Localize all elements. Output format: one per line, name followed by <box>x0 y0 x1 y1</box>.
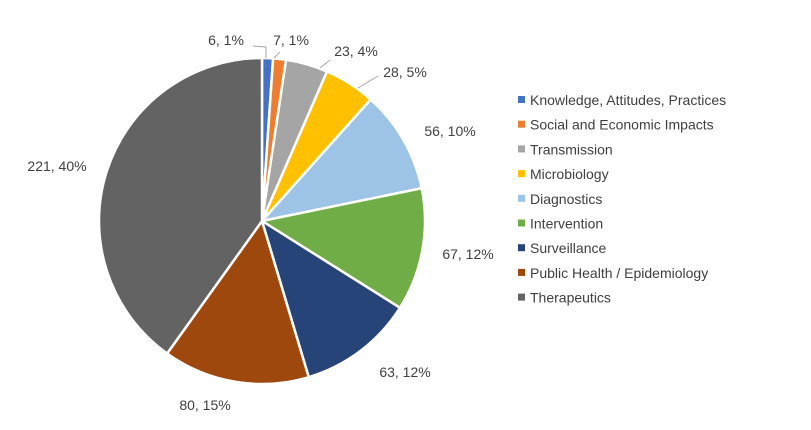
pie-slices <box>97 56 427 386</box>
legend-item-diagnostics: Diagnostics <box>518 191 602 207</box>
legend-label-public-health-epidemiology: Public Health / Epidemiology <box>530 265 708 281</box>
legend-label-diagnostics: Diagnostics <box>530 191 602 207</box>
legend-label-transmission: Transmission <box>530 141 613 157</box>
data-label-transmission: 23, 4% <box>334 43 378 59</box>
legend-swatch-therapeutics <box>518 293 525 301</box>
legend-item-surveillance: Surveillance <box>518 240 606 256</box>
legend-item-transmission: Transmission <box>518 141 613 157</box>
legend-label-microbiology: Microbiology <box>530 166 609 182</box>
pie-slice-therapeutics <box>97 56 264 355</box>
legend-item-therapeutics: Therapeutics <box>518 290 611 306</box>
data-label-surveillance: 63, 12% <box>379 364 430 380</box>
legend-label-therapeutics: Therapeutics <box>530 290 611 306</box>
data-label-social-and-economic-impacts: 7, 1% <box>273 32 309 48</box>
leader-line-knowledge-attitudes-practices <box>252 45 267 58</box>
legend-swatch-intervention <box>518 219 525 227</box>
data-label-therapeutics: 221, 40% <box>27 158 86 174</box>
legend-swatch-knowledge-attitudes-practices <box>518 96 525 103</box>
data-labels: 6, 1% 7, 1% 23, 4% 28, 5% 56, 10% 67, 12% 63, … <box>27 32 493 413</box>
legend-swatch-public-health-epidemiology <box>518 268 525 276</box>
legend-swatch-diagnostics <box>518 194 525 202</box>
data-label-microbiology: 28, 5% <box>383 64 427 80</box>
legend-item-social-and-economic-impacts: Social and Economic Impacts <box>518 117 714 133</box>
leader-line-microbiology <box>357 75 379 89</box>
legend-item-intervention: Intervention <box>518 216 603 232</box>
pie-slice-diagnostics <box>260 98 423 223</box>
legend-swatch-social-and-economic-impacts <box>518 120 525 128</box>
legend: Knowledge, Attitudes, Practices Social an… <box>518 92 726 306</box>
legend-label-knowledge-attitudes-practices: Knowledge, Attitudes, Practices <box>530 92 726 108</box>
legend-item-microbiology: Microbiology <box>518 166 609 182</box>
legend-label-intervention: Intervention <box>530 216 603 232</box>
leader-line-transmission <box>319 59 331 69</box>
pie-slice-intervention <box>260 186 427 310</box>
data-label-intervention: 67, 12% <box>442 246 493 262</box>
leader-line-social-and-economic-impacts <box>273 51 281 59</box>
legend-item-knowledge-attitudes-practices: Knowledge, Attitudes, Practices <box>518 92 726 108</box>
legend-swatch-transmission <box>518 145 525 153</box>
legend-label-social-and-economic-impacts: Social and Economic Impacts <box>530 117 714 133</box>
data-label-diagnostics: 56, 10% <box>424 123 475 139</box>
pie-slice-public-health-epidemiology <box>165 219 310 386</box>
legend-label-surveillance: Surveillance <box>530 240 606 256</box>
legend-swatch-surveillance <box>518 244 525 252</box>
legend-item-public-health-epidemiology: Public Health / Epidemiology <box>518 265 708 281</box>
data-label-knowledge-attitudes-practices: 6, 1% <box>208 32 244 48</box>
data-label-public-health-epidemiology: 80, 15% <box>179 397 230 413</box>
leader-lines <box>252 45 379 89</box>
pie-slice-surveillance <box>260 219 402 379</box>
legend-swatch-microbiology <box>518 170 525 178</box>
